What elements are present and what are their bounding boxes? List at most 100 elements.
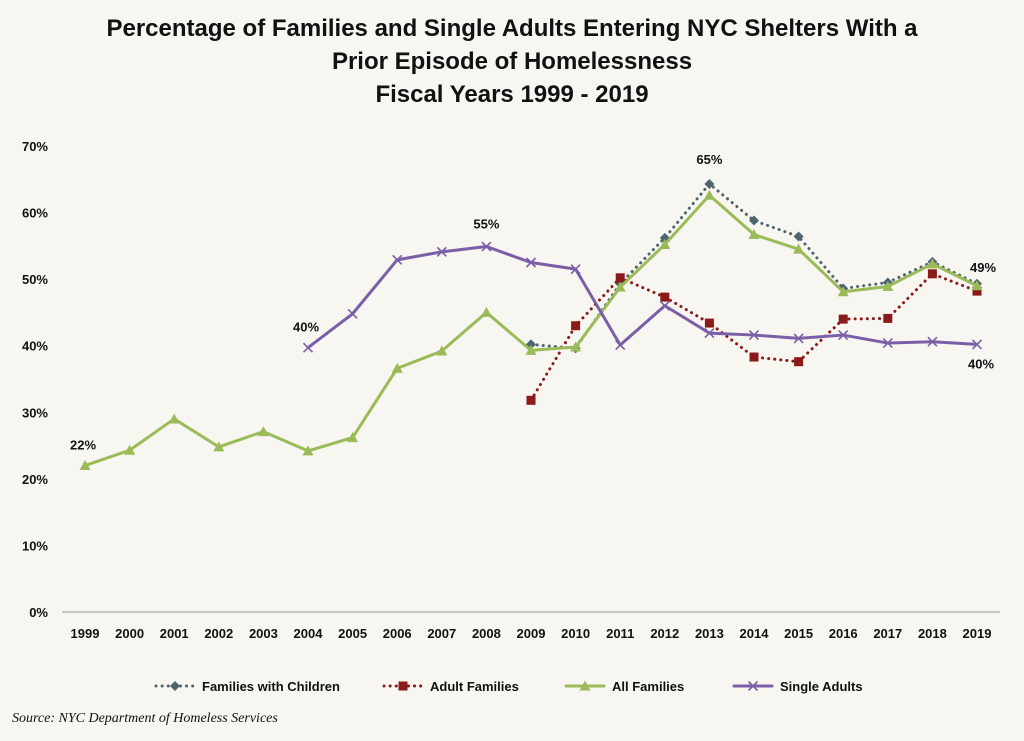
legend-label-all-families: All Families xyxy=(612,679,684,694)
data-point-all-families xyxy=(659,239,671,250)
x-tick-label: 2012 xyxy=(650,626,679,641)
legend-marker-all-families xyxy=(579,680,591,691)
data-label: 55% xyxy=(473,217,499,232)
x-tick-label: 2009 xyxy=(517,626,546,641)
data-point-all-families xyxy=(614,281,626,292)
data-point-adult-families xyxy=(704,318,714,328)
x-tick-label: 2018 xyxy=(918,626,947,641)
source-note: Source: NYC Department of Homeless Servi… xyxy=(12,711,278,726)
y-tick-label: 30% xyxy=(22,405,48,420)
x-tick-label: 2015 xyxy=(784,626,813,641)
data-point-adult-families xyxy=(883,313,893,323)
x-tick-label: 2004 xyxy=(294,626,324,641)
chart-title: Percentage of Families and Single Adults… xyxy=(0,12,1024,111)
legend-marker-single-adults xyxy=(747,680,759,692)
data-point-single-adults xyxy=(570,264,581,275)
data-point-single-adults xyxy=(436,246,447,257)
data-point-adult-families xyxy=(838,314,848,324)
data-point-all-families xyxy=(480,306,492,317)
data-point-single-adults xyxy=(392,254,403,265)
data-point-all-families xyxy=(79,460,91,471)
data-point-all-families xyxy=(748,229,760,240)
data-point-single-adults xyxy=(838,329,849,341)
x-tick-label: 1999 xyxy=(71,626,100,641)
x-tick-label: 2000 xyxy=(115,626,144,641)
data-point-all-families xyxy=(525,344,537,355)
data-point-single-adults xyxy=(481,241,492,252)
data-point-single-adults xyxy=(971,339,983,350)
x-tick-label: 2016 xyxy=(829,626,858,641)
y-tick-label: 60% xyxy=(22,206,48,221)
data-point-all-families xyxy=(436,345,448,356)
x-tick-label: 2010 xyxy=(561,626,590,641)
chart-title-line-3: Fiscal Years 1999 - 2019 xyxy=(375,81,649,108)
data-point-single-adults xyxy=(615,339,626,351)
data-point-all-families xyxy=(703,189,715,200)
data-point-single-adults xyxy=(882,337,893,349)
data-point-families-with-children xyxy=(793,231,804,242)
data-label: 40% xyxy=(968,356,994,371)
data-point-single-adults xyxy=(659,300,670,311)
series-line-adult-families xyxy=(529,272,979,402)
data-point-families-with-children xyxy=(749,215,759,226)
series-line-single-adults xyxy=(307,245,978,349)
legend-marker-adult-families xyxy=(398,681,408,691)
data-label: 40% xyxy=(293,320,319,335)
data-point-single-adults xyxy=(347,308,358,319)
data-point-all-families xyxy=(124,444,136,455)
data-point-all-families xyxy=(168,413,180,424)
data-point-all-families xyxy=(302,445,314,456)
data-point-all-families xyxy=(882,280,894,291)
data-point-adult-families xyxy=(749,352,759,362)
data-point-single-adults xyxy=(748,329,760,341)
x-tick-label: 2006 xyxy=(383,626,412,641)
y-tick-label: 70% xyxy=(22,139,48,154)
data-label: 22% xyxy=(70,438,96,453)
data-point-families-with-children xyxy=(704,178,715,189)
x-tick-label: 2001 xyxy=(160,626,189,641)
legend-marker-families-with-children xyxy=(170,681,180,691)
data-point-single-adults xyxy=(704,328,715,339)
data-point-single-adults xyxy=(302,342,314,353)
y-tick-label: 50% xyxy=(22,272,48,287)
data-point-all-families xyxy=(213,441,225,452)
y-tick-label: 40% xyxy=(22,339,48,354)
data-point-adult-families xyxy=(615,273,625,283)
data-label: 65% xyxy=(696,152,722,167)
data-point-all-families xyxy=(570,341,582,352)
legend-label-families-with-children: Families with Children xyxy=(202,679,340,694)
data-point-single-adults xyxy=(525,257,537,268)
x-tick-label: 2005 xyxy=(338,626,367,641)
data-point-adult-families xyxy=(571,321,581,331)
y-tick-label: 0% xyxy=(29,605,48,620)
x-tick-label: 2013 xyxy=(695,626,724,641)
data-point-single-adults xyxy=(927,336,938,347)
legend-label-adult-families: Adult Families xyxy=(430,679,519,694)
x-tick-label: 2007 xyxy=(427,626,456,641)
data-point-single-adults xyxy=(793,333,804,344)
series-line-all-families xyxy=(84,193,978,467)
y-tick-label: 20% xyxy=(22,472,48,487)
series-line-families-with-children xyxy=(529,182,979,350)
x-tick-label: 2008 xyxy=(472,626,501,641)
data-point-all-families xyxy=(971,280,983,291)
x-tick-label: 2011 xyxy=(606,626,634,641)
data-point-adult-families xyxy=(927,269,937,279)
legend-label-single-adults: Single Adults xyxy=(780,679,863,694)
data-point-all-families xyxy=(837,286,849,297)
data-point-all-families xyxy=(347,432,359,443)
x-tick-label: 2003 xyxy=(249,626,278,641)
data-point-all-families xyxy=(391,362,403,373)
chart-title-line-1: Percentage of Families and Single Adults… xyxy=(106,15,918,42)
x-tick-label: 2002 xyxy=(204,626,233,641)
data-label: 49% xyxy=(970,260,996,275)
x-tick-label: 2017 xyxy=(873,626,902,641)
chart-title-line-2: Prior Episode of Homelessness xyxy=(331,48,693,75)
y-tick-label: 10% xyxy=(22,538,48,553)
data-point-all-families xyxy=(793,243,805,254)
x-tick-label: 2019 xyxy=(963,626,992,641)
x-tick-label: 2014 xyxy=(740,626,770,641)
data-point-adult-families xyxy=(660,292,670,302)
data-point-adult-families xyxy=(794,357,804,367)
